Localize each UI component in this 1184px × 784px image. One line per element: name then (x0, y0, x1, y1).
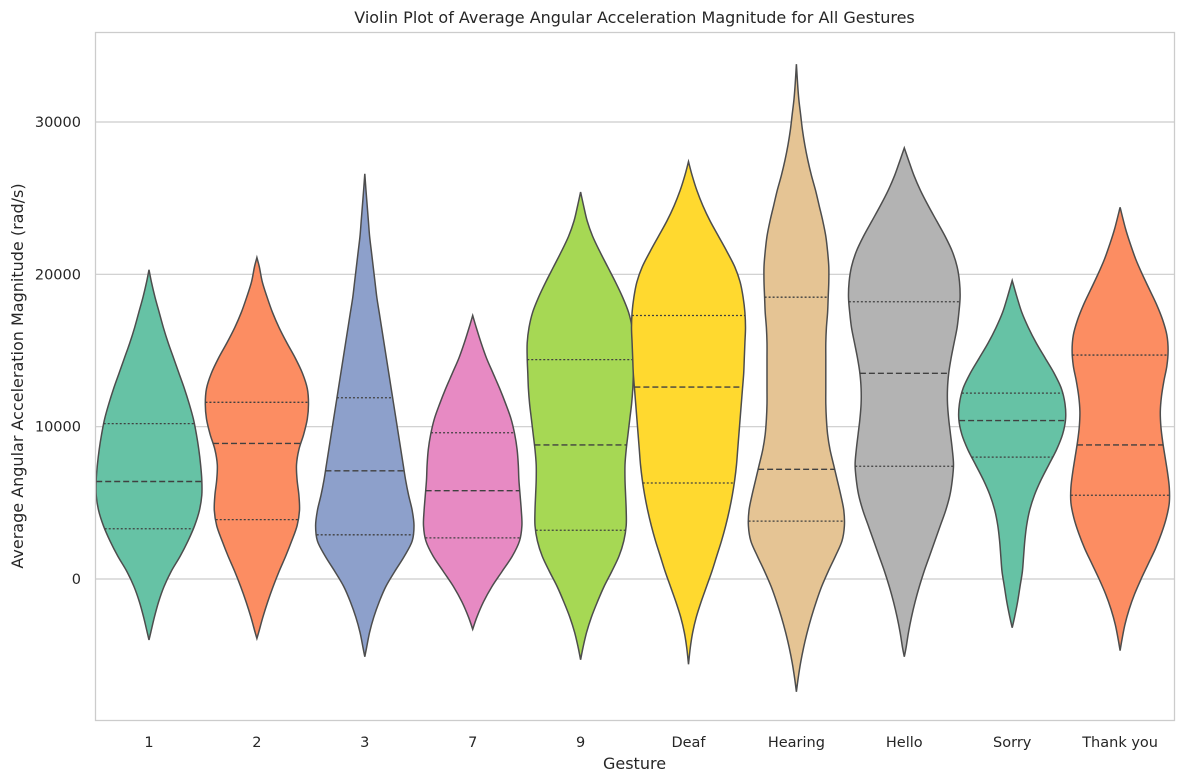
violin-body (957, 277, 1067, 628)
violin-body (747, 64, 846, 692)
violin-body (422, 312, 523, 632)
x-tick-label: Hearing (768, 735, 825, 751)
violin-sorry (957, 277, 1067, 628)
plot-frame (94, 31, 1176, 722)
x-axis-label: Gesture (603, 754, 666, 773)
x-tick-label: 3 (360, 735, 369, 751)
chart-title: Violin Plot of Average Angular Accelerat… (354, 8, 915, 27)
x-tick-labels: 1 2 3 7 9 Deaf Hearing Hello Sorry Thank you (144, 735, 1158, 751)
x-tick-label: 1 (144, 735, 153, 751)
y-tick-labels: 0 10000 20000 30000 (35, 115, 81, 588)
violin-body (1069, 207, 1171, 651)
violin-body (314, 173, 415, 657)
x-tick-label: Hello (886, 735, 923, 751)
x-tick-label: 2 (252, 735, 261, 751)
y-axis-label: Average Angular Acceleration Magnitude (… (8, 183, 27, 568)
violin-body (204, 254, 310, 642)
x-tick-label: 9 (576, 735, 585, 751)
y-tick-label: 0 (72, 572, 81, 588)
y-tick-label: 30000 (35, 115, 81, 131)
violin-body (630, 158, 747, 665)
violin-body (95, 269, 203, 641)
x-tick-label: Deaf (671, 735, 706, 751)
violin-3 (314, 173, 415, 657)
x-tick-label: Sorry (993, 735, 1032, 751)
y-tick-label: 10000 (35, 420, 81, 436)
violin-hearing (747, 64, 846, 692)
violin-7 (422, 312, 523, 632)
violin-2 (204, 254, 310, 642)
y-tick-label: 20000 (35, 267, 81, 283)
violin-thank-you (1069, 207, 1171, 651)
violin-hello (847, 145, 961, 657)
violins (95, 64, 1171, 692)
x-tick-label: 7 (468, 735, 477, 751)
violin-deaf (630, 158, 747, 665)
violin-1 (95, 269, 203, 641)
x-tick-label: Thank you (1081, 735, 1158, 751)
violin-body (847, 145, 961, 657)
violin-9 (526, 191, 635, 660)
violin-body (526, 191, 635, 660)
